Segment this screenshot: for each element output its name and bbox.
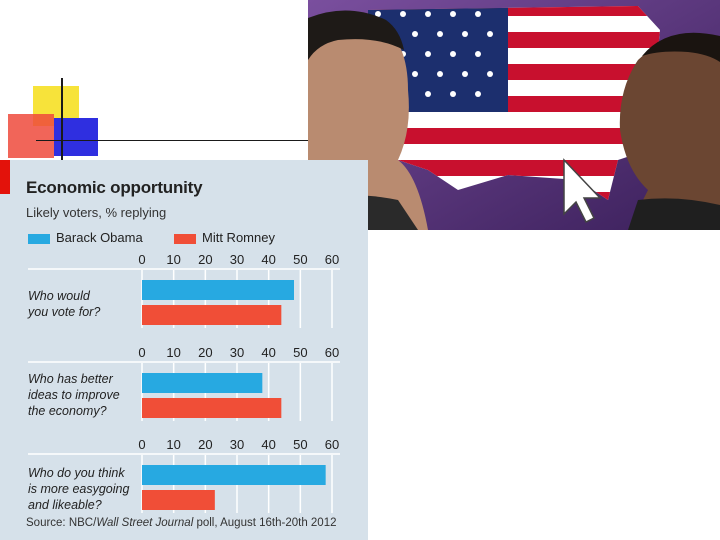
question-2-line-3: the economy? — [28, 404, 107, 418]
tick-label-2-60: 60 — [324, 345, 340, 360]
question-1: Who would you vote for? — [28, 288, 140, 320]
candidates-flag-photo — [308, 0, 720, 230]
chart-source: Source: NBC/Wall Street Journal poll, Au… — [26, 517, 337, 529]
tick-label-2-0: 0 — [138, 345, 146, 360]
tick-label-3-30: 30 — [229, 437, 245, 452]
tick-label-3-10: 10 — [166, 437, 181, 452]
photo-illustration — [308, 0, 720, 230]
legend-label-romney: Mitt Romney — [202, 230, 275, 245]
bar-romney-q3 — [142, 490, 215, 510]
legend-label-obama: Barack Obama — [56, 230, 143, 245]
tick-label-1-50: 50 — [293, 252, 308, 267]
question-2: Who has better ideas to improve the econ… — [28, 371, 140, 419]
right-candidate — [619, 32, 720, 230]
question-2-line-1: Who has better — [28, 372, 113, 386]
bar-romney-q2 — [142, 398, 282, 418]
bar-obama-q2 — [142, 373, 263, 393]
tick-label-1-30: 30 — [229, 252, 245, 267]
bar-obama-q1 — [142, 280, 294, 300]
tick-label-1-0: 0 — [138, 252, 146, 267]
tick-label-1-60: 60 — [324, 252, 340, 267]
tick-label-3-0: 0 — [138, 437, 146, 452]
question-1-line-1: Who would — [28, 289, 90, 303]
bar-romney-q1 — [142, 305, 282, 325]
deco-red-square — [8, 114, 54, 158]
economic-opportunity-chart: Economic opportunity Likely voters, % re… — [0, 160, 368, 540]
cursor-arrow-icon — [563, 158, 602, 224]
tick-label-3-50: 50 — [293, 437, 308, 452]
question-3-line-2: is more easygoing — [28, 482, 130, 496]
legend-swatch-obama — [28, 234, 50, 244]
tick-label-2-50: 50 — [293, 345, 308, 360]
tick-label-3-20: 20 — [198, 437, 213, 452]
source-italic: Wall Street Journal — [96, 517, 194, 529]
question-3-line-3: and likeable? — [28, 498, 102, 512]
question-1-line-2: you vote for? — [28, 305, 101, 319]
tick-label-2-40: 40 — [261, 345, 276, 360]
question-2-line-2: ideas to improve — [28, 388, 120, 402]
tick-label-1-20: 20 — [198, 252, 213, 267]
tick-label-3-40: 40 — [261, 437, 276, 452]
accent-tab — [0, 160, 10, 194]
tick-label-2-20: 20 — [198, 345, 213, 360]
bar-obama-q3 — [142, 465, 326, 485]
tick-label-3-60: 60 — [324, 437, 340, 452]
source-prefix: Source: NBC/ — [26, 517, 97, 529]
bars-layer — [28, 268, 340, 513]
source-suffix: poll, August 16th-20th 2012 — [193, 517, 337, 529]
legend-swatch-romney — [174, 234, 196, 244]
deco-vertical-line — [61, 78, 63, 160]
tick-label-1-40: 40 — [261, 252, 276, 267]
chart-title: Economic opportunity — [26, 178, 203, 197]
tick-label-2-10: 10 — [166, 345, 181, 360]
question-3: Who do you think is more easygoing and l… — [28, 465, 140, 513]
deco-horizontal-line — [36, 140, 308, 141]
tick-label-2-30: 30 — [229, 345, 245, 360]
question-3-line-1: Who do you think — [28, 466, 125, 480]
chart-subtitle: Likely voters, % replying — [26, 205, 167, 220]
tick-label-1-10: 10 — [166, 252, 181, 267]
